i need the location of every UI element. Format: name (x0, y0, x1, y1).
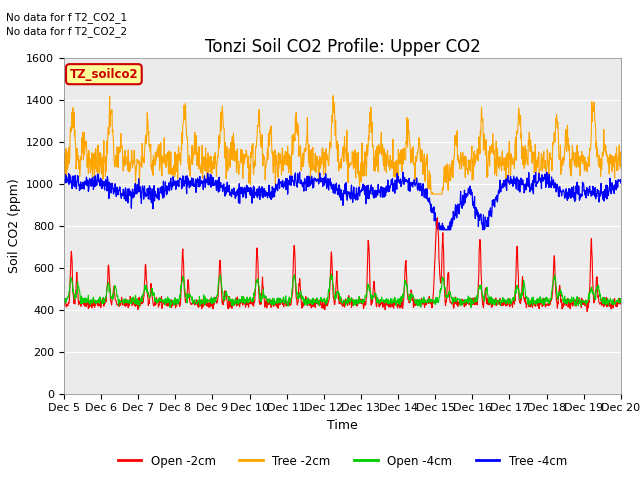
Tree -2cm (330, 93, 337, 98)
Tree -4cm (296, 169, 303, 175)
Tree -4cm (170, 179, 178, 185)
Open -2cm (583, 309, 591, 314)
Y-axis label: Soil CO2 (ppm): Soil CO2 (ppm) (8, 178, 20, 273)
Open -4cm (429, 298, 437, 304)
Open -4cm (467, 304, 475, 310)
Title: Tonzi Soil CO2 Profile: Upper CO2: Tonzi Soil CO2 Profile: Upper CO2 (205, 38, 480, 56)
Open -2cm (617, 299, 625, 305)
Open -4cm (552, 275, 559, 281)
Open -2cm (60, 303, 68, 309)
Open -4cm (328, 271, 335, 276)
Legend: Open -2cm, Tree -2cm, Open -4cm, Tree -4cm: Open -2cm, Tree -2cm, Open -4cm, Tree -4… (113, 450, 572, 472)
Tree -2cm (502, 156, 510, 162)
Line: Open -2cm: Open -2cm (64, 218, 621, 312)
Open -2cm (502, 303, 509, 309)
Tree -2cm (60, 169, 68, 175)
Tree -2cm (552, 125, 559, 131)
Open -2cm (551, 271, 559, 276)
Open -4cm (617, 297, 625, 303)
X-axis label: Time: Time (327, 419, 358, 432)
Open -4cm (246, 294, 254, 300)
Text: No data for f T2_CO2_2: No data for f T2_CO2_2 (6, 26, 127, 37)
Line: Tree -4cm: Tree -4cm (64, 172, 621, 230)
Tree -2cm (617, 166, 625, 171)
Open -4cm (170, 301, 178, 307)
Tree -4cm (246, 185, 254, 191)
Tree -2cm (429, 191, 437, 197)
Open -2cm (246, 300, 254, 306)
Text: TZ_soilco2: TZ_soilco2 (70, 68, 138, 81)
Tree -4cm (502, 185, 510, 191)
Open -2cm (429, 298, 436, 304)
Open -4cm (60, 296, 68, 301)
Open -2cm (170, 301, 178, 307)
Tree -2cm (170, 166, 178, 171)
Text: No data for f T2_CO2_1: No data for f T2_CO2_1 (6, 12, 127, 23)
Tree -2cm (246, 162, 254, 168)
Tree -2cm (184, 152, 191, 158)
Tree -4cm (617, 180, 625, 186)
Tree -4cm (60, 178, 68, 184)
Tree -4cm (552, 180, 559, 186)
Tree -2cm (428, 191, 435, 197)
Line: Open -4cm: Open -4cm (64, 274, 621, 307)
Line: Tree -2cm: Tree -2cm (64, 96, 621, 194)
Open -2cm (433, 215, 441, 221)
Open -2cm (184, 277, 191, 283)
Tree -4cm (429, 210, 437, 216)
Open -4cm (502, 298, 510, 304)
Open -4cm (184, 292, 191, 298)
Tree -4cm (184, 175, 191, 181)
Tree -4cm (436, 227, 444, 233)
